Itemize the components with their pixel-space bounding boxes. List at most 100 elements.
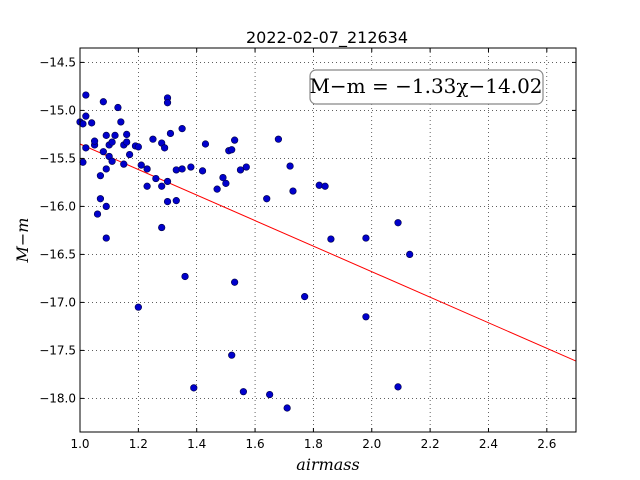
data-point	[111, 131, 119, 139]
data-point	[263, 195, 271, 203]
x-tick-label: 1.6	[246, 437, 265, 451]
data-point	[190, 384, 198, 392]
data-point	[79, 158, 87, 166]
y-axis-label: M−m	[13, 218, 32, 264]
x-axis-label: airmass	[296, 455, 359, 474]
data-point	[289, 187, 297, 195]
data-point	[82, 144, 90, 152]
data-point	[79, 120, 87, 128]
data-point	[117, 118, 125, 126]
data-points	[76, 91, 414, 412]
data-point	[158, 223, 166, 232]
data-point	[134, 143, 142, 151]
plot-frame	[79, 47, 577, 433]
data-point	[274, 135, 283, 143]
data-point	[394, 219, 402, 227]
data-point	[228, 351, 236, 359]
y-tick-label: −16.5	[39, 247, 76, 261]
data-point	[137, 161, 145, 169]
data-point	[114, 103, 122, 112]
x-tick-label: 2.6	[537, 437, 556, 451]
data-point	[88, 119, 96, 127]
data-point	[82, 91, 90, 99]
data-point	[213, 185, 221, 193]
data-point	[201, 140, 210, 148]
data-point	[158, 182, 166, 190]
chart-title: 2022-02-07_212634	[246, 28, 408, 48]
plot-area: 1.0 1.2 1.4 1.6 1.8 2.0 2.2 2.4 2.6 −14.5 −15.0 −15…	[39, 47, 577, 451]
data-point	[286, 162, 294, 170]
data-point	[96, 195, 105, 203]
data-point	[327, 235, 335, 243]
data-point	[108, 138, 116, 146]
data-point	[172, 166, 180, 174]
data-point	[102, 234, 110, 242]
x-tick-label: 1.8	[304, 437, 323, 451]
x-tick-label: 2.4	[479, 437, 498, 451]
data-point	[90, 137, 99, 145]
data-point	[231, 136, 239, 144]
x-tick-label: 1.0	[70, 437, 89, 451]
data-point	[315, 181, 323, 189]
data-point	[321, 182, 329, 190]
x-tick-label: 1.2	[129, 437, 148, 451]
data-point	[161, 144, 169, 152]
data-point	[231, 278, 239, 286]
data-point	[178, 125, 186, 133]
annotation-box	[309, 69, 544, 105]
fit-equation-box: M−m = −1.33χ−14.02	[309, 69, 544, 105]
data-point	[362, 313, 370, 321]
data-point	[99, 98, 107, 106]
data-point	[236, 166, 245, 174]
data-point	[283, 404, 291, 412]
data-point	[82, 112, 90, 120]
y-tick-label: −15.0	[39, 103, 76, 117]
x-tick-label: 2.2	[421, 437, 440, 451]
data-point	[149, 135, 157, 143]
data-point	[123, 130, 131, 138]
data-point	[120, 160, 128, 168]
data-point	[163, 198, 172, 206]
data-point	[178, 165, 186, 173]
data-point	[163, 99, 172, 107]
y-tick-label: −17.5	[39, 343, 76, 357]
y-tick-label: −17.0	[39, 295, 76, 309]
data-point	[406, 250, 414, 258]
data-point	[181, 272, 189, 281]
data-point	[93, 210, 102, 218]
data-point	[102, 202, 110, 210]
fit-line	[79, 143, 577, 362]
fit-equation: M−m = −1.33χ−14.02	[309, 74, 542, 98]
data-point	[123, 138, 131, 146]
x-tick-label: 1.4	[187, 437, 206, 451]
axis-ticks: 1.0 1.2 1.4 1.6 1.8 2.0 2.2 2.4 2.6 −14.5 −15.0 −15…	[39, 48, 576, 451]
data-point	[143, 165, 151, 173]
data-point	[242, 163, 250, 171]
data-point	[198, 167, 207, 175]
data-point	[102, 165, 110, 173]
data-point	[99, 148, 107, 156]
data-point	[219, 174, 227, 182]
data-point	[166, 129, 175, 138]
data-point	[394, 383, 402, 391]
data-point	[126, 150, 134, 159]
data-point	[222, 179, 230, 187]
grid-lines	[79, 48, 576, 432]
data-point	[134, 303, 142, 311]
x-tick-label: 2.0	[362, 437, 381, 451]
data-point	[362, 234, 370, 242]
data-point	[228, 146, 236, 154]
data-point	[163, 177, 172, 186]
data-point	[266, 390, 274, 399]
y-tick-label: −16.0	[39, 199, 76, 213]
data-point	[187, 163, 195, 171]
data-point	[96, 172, 105, 180]
y-tick-label: −18.0	[39, 391, 76, 405]
data-point	[143, 182, 151, 190]
data-point	[108, 157, 116, 165]
data-point	[152, 174, 160, 183]
data-point	[239, 388, 247, 396]
y-tick-label: −15.5	[39, 151, 76, 165]
data-point	[301, 293, 309, 301]
